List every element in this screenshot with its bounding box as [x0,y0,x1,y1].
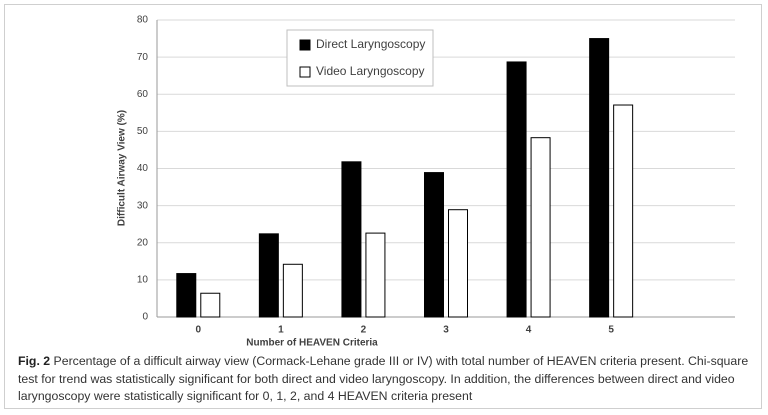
caption-label: Fig. 2 [18,354,51,368]
x-tick-label: 3 [443,325,449,336]
x-tick-label: 0 [196,325,202,336]
bar [530,137,551,318]
bar [424,172,444,318]
chart: Difficult Airway View (%) Number of HEAV… [117,15,735,349]
caption: Fig. 2 Percentage of a difficult airway … [18,353,753,406]
x-tick-label: 1 [278,325,284,336]
x-tick-label: 4 [526,325,532,336]
x-tick-label: 5 [608,325,614,336]
y-tick-label: 10 [137,275,149,286]
bar [282,263,303,318]
y-tick-label: 70 [137,52,149,63]
bar [341,161,362,318]
legend-swatch [299,66,311,78]
caption-text: Percentage of a difficult airway view (C… [18,354,749,403]
y-tick-label: 50 [137,126,149,137]
legend-box [286,29,434,87]
y-tick-label: 30 [137,200,149,211]
bar [589,38,610,318]
x-tick-label: 2 [361,325,367,336]
y-tick-label: 60 [137,89,149,100]
y-axis-label: Difficult Airway View (%) [117,110,128,226]
y-tick-label: 20 [137,237,149,248]
bar [258,233,279,318]
bar [448,209,468,318]
figure-frame [4,4,762,409]
y-tick-label: 80 [137,15,149,26]
legend-label: Video Laryngoscopy [316,64,425,78]
legend-swatch [299,39,311,51]
legend-label: Direct Laryngoscopy [316,37,425,51]
bar [176,273,197,318]
x-axis-label: Number of HEAVEN Criteria [246,338,378,349]
bar [506,61,527,318]
bar [365,232,386,318]
y-tick-label: 40 [137,163,149,174]
bar [200,292,221,318]
y-tick-label: 0 [142,312,148,323]
bar [613,104,634,318]
